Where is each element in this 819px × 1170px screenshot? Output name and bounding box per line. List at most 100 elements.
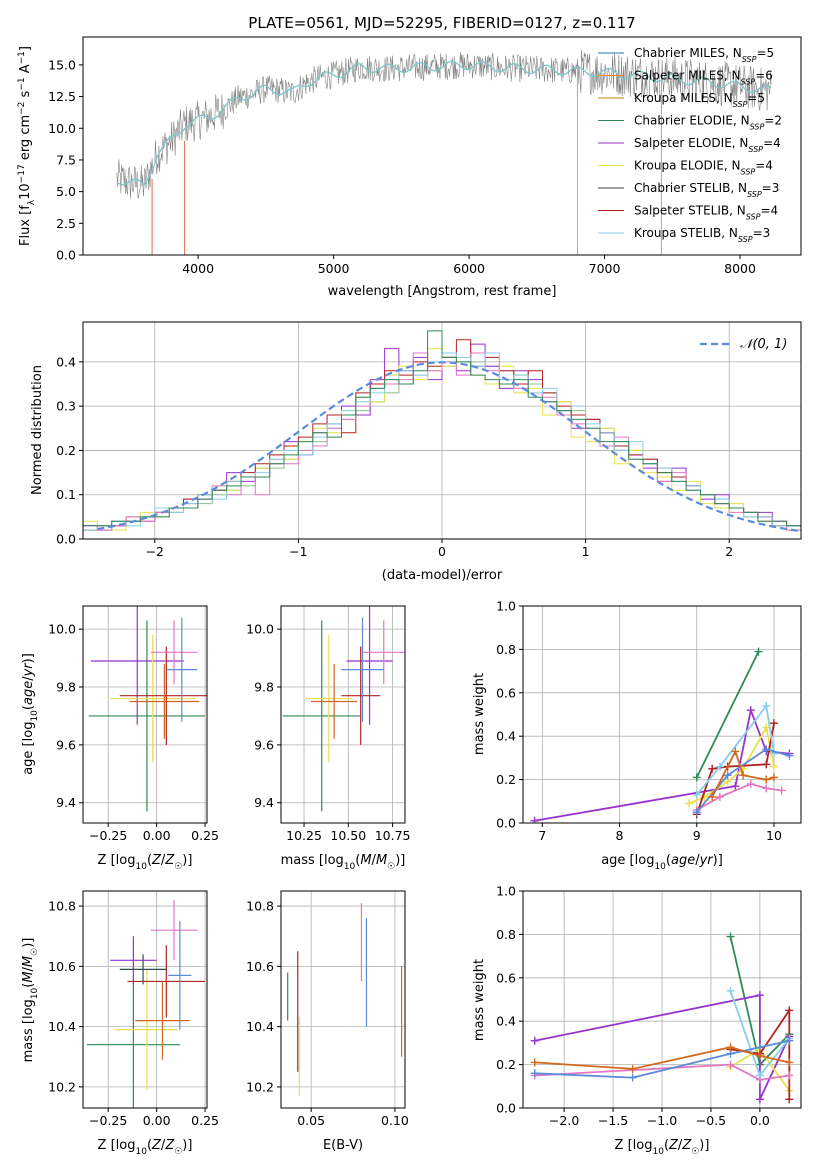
x-tick-label: 10.25	[286, 828, 322, 843]
errorbar-point	[282, 620, 361, 812]
x-tick-label: 4000	[182, 261, 214, 276]
x-tick-label: 0.00	[143, 1113, 171, 1128]
x-axis-label: age [log10(age/yr)]	[601, 853, 723, 872]
x-tick-label: −1.5	[598, 1113, 628, 1128]
y-tick-label: 10.0	[48, 121, 76, 136]
x-tick-label: 9	[693, 828, 701, 843]
axes-frame	[82, 890, 208, 1109]
errorbar-point	[135, 981, 190, 1060]
y-tick-label: 10.2	[48, 1079, 76, 1094]
errorbar-point	[115, 969, 178, 1090]
y-tick-label: 0.0	[56, 248, 76, 263]
plot-area	[86, 900, 206, 1108]
x-axis-label: mass [log10(M/M☉)]	[281, 853, 406, 872]
x-axis-label: Z [log10(Z/Z☉)]	[615, 1138, 710, 1157]
legend-label: Salpeter STELIB, NSSP=4	[634, 204, 778, 222]
spectrum-legend: Chabrier MILES, NSSP=5 Salpeter MILES, NS…	[598, 46, 782, 244]
weight-series	[692, 719, 778, 819]
model-spectrum-line	[116, 60, 772, 186]
x-tick-label: 8000	[724, 261, 756, 276]
x-tick-label: 0.25	[191, 828, 219, 843]
y-tick-label: 0.6	[496, 685, 516, 700]
series-line	[695, 651, 760, 778]
errorbar-point	[119, 954, 167, 985]
y-tick-label: 9.6	[56, 737, 76, 752]
y-tick-label: 15.0	[48, 57, 76, 72]
x-tick-label: 10.75	[375, 828, 411, 843]
y-tick-label: 10.2	[246, 1079, 274, 1094]
weight-series	[692, 647, 763, 782]
y-tick-label: 10.8	[246, 899, 274, 914]
x-tick-label: 2	[725, 544, 733, 559]
y-tick-label: 9.4	[254, 795, 274, 810]
y-tick-label: 0.4	[496, 1014, 516, 1029]
legend-label: Chabrier STELIB, NSSP=3	[634, 181, 779, 199]
y-tick-label: 0.0	[496, 1101, 516, 1116]
errorbar-point	[90, 606, 184, 725]
y-tick-label: 1.0	[496, 599, 516, 614]
y-tick-label: 10.4	[48, 1019, 76, 1034]
errorbar-point	[166, 617, 198, 722]
weight-vs-Z-panel: −2.0 −1.5 −1.0 −0.5 0.0 0.0 0.2 0.4 0.6 0.8 1.0	[496, 884, 802, 1128]
axes-frame	[280, 605, 406, 824]
spectrum-panel: 4000 5000 6000 7000 8000 0.0 2.5 5.0 7.5 10.0 12.5…	[48, 36, 802, 276]
mass-vs-EBV-panel: 0.05 0.10 10.2 10.4 10.6 10.8	[246, 890, 409, 1128]
errorbar-point	[86, 978, 180, 1108]
x-tick-label: 0.10	[381, 1113, 409, 1128]
y-tick-label: 10.0	[246, 622, 274, 637]
y-tick-label: 9.4	[56, 795, 76, 810]
y-tick-label: 0.1	[56, 487, 76, 502]
errorbar-point	[362, 620, 405, 685]
plot-area	[88, 606, 207, 812]
y-tick-label: 0.8	[496, 642, 516, 657]
y-axis-label: age [log10(age/yr)]	[21, 653, 40, 775]
plot-area	[282, 606, 405, 812]
x-axis-label: E(B-V)	[323, 1138, 363, 1153]
errorbar-point	[129, 663, 200, 740]
y-tick-label: 10.8	[48, 899, 76, 914]
x-tick-label: 0.25	[191, 1113, 219, 1128]
mass-vs-Z-panel: −0.25 0.00 0.25 10.2 10.4 10.6 10.8	[48, 890, 219, 1128]
errorbar-point	[346, 606, 393, 725]
y-tick-label: 10.4	[246, 1019, 274, 1034]
y-tick-label: 0.2	[496, 1057, 516, 1072]
y-axis-label: mass weight	[472, 959, 487, 1041]
legend-label: Kroupa ELODIE, NSSP=4	[634, 159, 773, 177]
y-tick-label: 0.8	[496, 927, 516, 942]
series-line	[696, 703, 775, 796]
y-tick-label: 0.2	[56, 443, 76, 458]
legend-label: Kroupa MILES, NSSP=5	[634, 91, 765, 109]
y-tick-label: 0.4	[496, 729, 516, 744]
y-axis-label: mass [log10(M/M☉)]	[21, 938, 40, 1063]
legend-label: Salpeter MILES, NSSP=6	[634, 69, 773, 87]
x-axis-label: wavelength [Angstrom, rest frame]	[328, 284, 557, 299]
x-tick-label: −0.25	[89, 828, 127, 843]
errorbar-point	[150, 900, 198, 961]
x-tick-label: 0.0	[750, 1113, 770, 1128]
y-tick-label: 7.5	[56, 152, 76, 167]
x-tick-label: 5000	[318, 261, 350, 276]
errorbar-point	[168, 921, 192, 1030]
errorbar-point	[305, 634, 352, 763]
age-vs-Z-panel: −0.25 0.00 0.25 9.4 9.6 9.8 10.0	[48, 605, 219, 843]
y-tick-label: 1.0	[496, 884, 516, 899]
x-tick-label: 0.00	[143, 828, 171, 843]
legend-label: Chabrier ELODIE, NSSP=2	[634, 114, 782, 132]
legend-label: Kroupa STELIB, NSSP=3	[634, 226, 770, 244]
x-axis-label: Z [log10(Z/Z☉)]	[98, 853, 193, 872]
y-tick-label: 2.5	[56, 216, 76, 231]
axes-frame	[82, 605, 208, 824]
legend-label: Chabrier MILES, NSSP=5	[634, 46, 774, 64]
errorbar-point	[119, 646, 207, 745]
x-tick-label: 8	[616, 828, 624, 843]
x-tick-label: 6000	[453, 261, 485, 276]
plot-area	[530, 932, 794, 1104]
x-tick-label: −0.5	[696, 1113, 726, 1128]
x-axis-label: (data-model)/error	[382, 568, 503, 583]
x-tick-label: 7	[538, 828, 546, 843]
x-axis-label: Z [log10(Z/Z☉)]	[98, 1138, 193, 1157]
axes-frame	[280, 890, 406, 1109]
legend-label: 𝒩(0, 1)	[740, 337, 787, 352]
y-tick-label: 0.3	[56, 399, 76, 414]
